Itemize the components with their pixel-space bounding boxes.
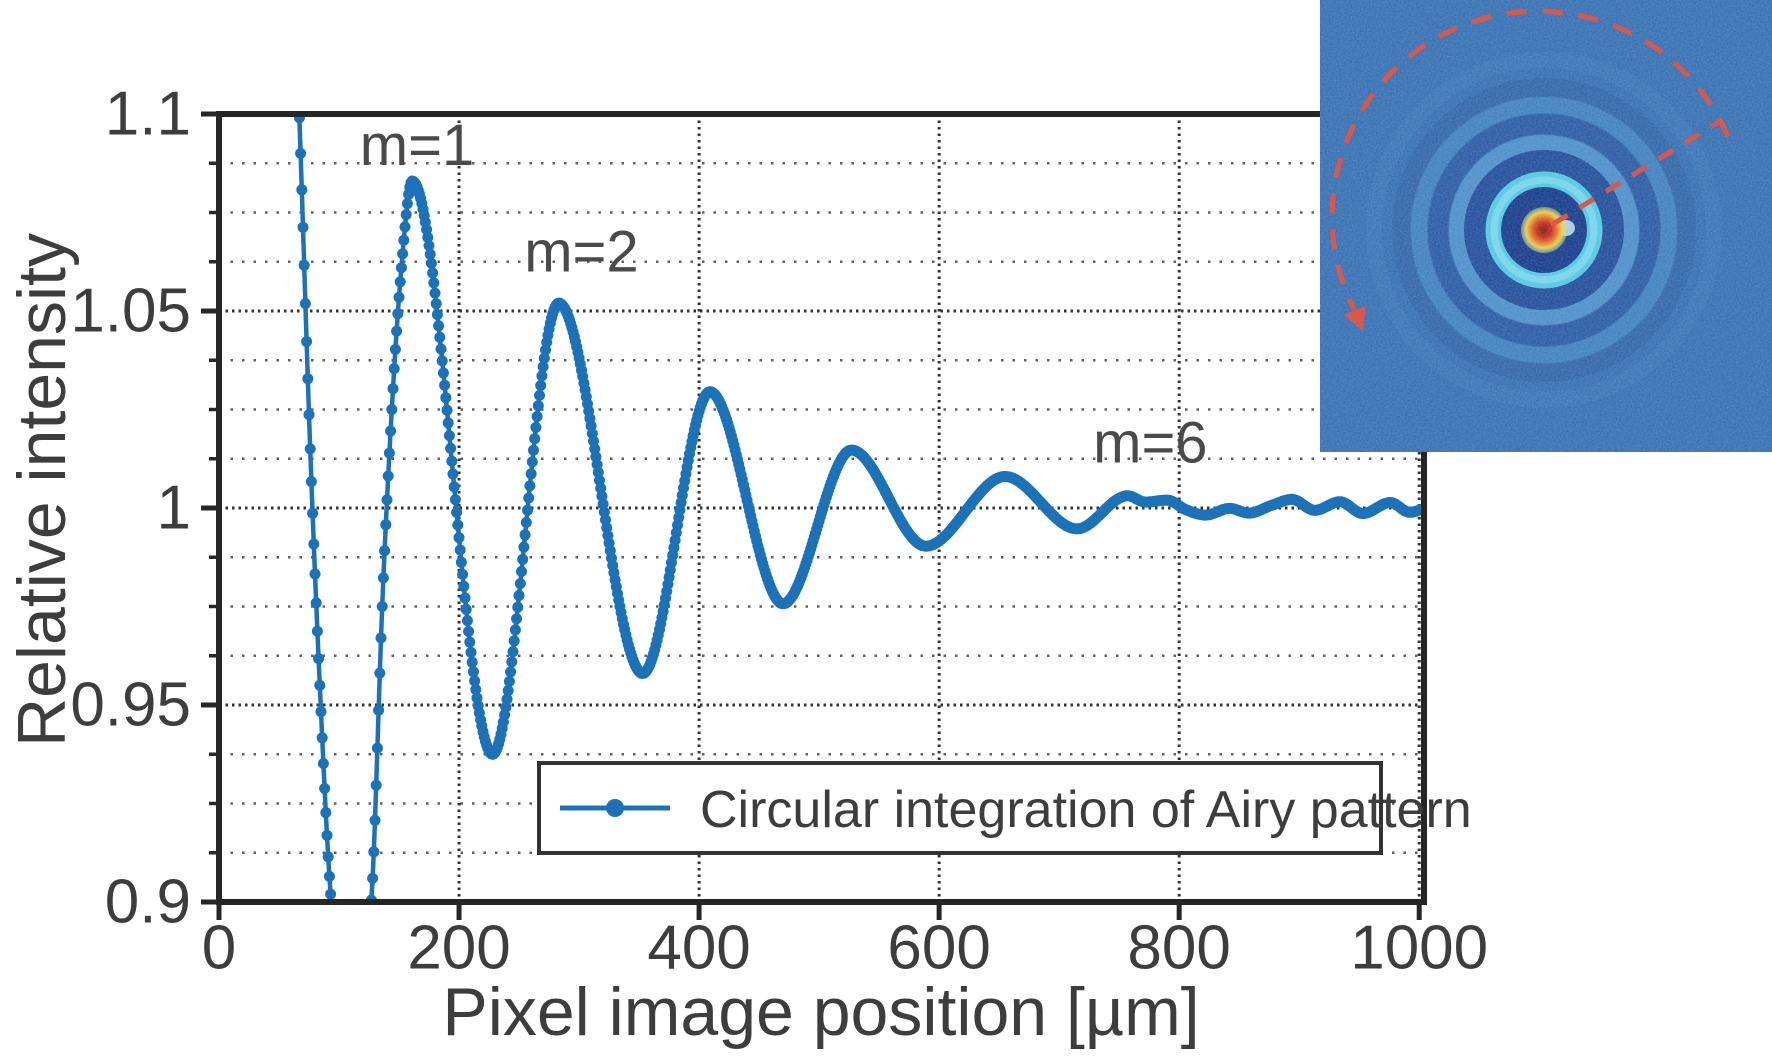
x-tick-label: 800 bbox=[1127, 914, 1230, 983]
y-tick-label: 1 bbox=[157, 474, 191, 543]
legend-label: Circular integration of Airy pattern bbox=[700, 781, 1472, 839]
arrow-radial-segment bbox=[1551, 119, 1721, 227]
x-tick-label: 400 bbox=[647, 914, 750, 983]
y-tick-label: 1.1 bbox=[105, 80, 191, 149]
y-tick-label: 0.9 bbox=[105, 868, 191, 937]
arrow-arc bbox=[1329, 8, 1730, 312]
legend-marker-dot bbox=[606, 799, 624, 817]
y-axis-label: Relative intensity bbox=[4, 233, 80, 747]
y-tick-label: 0.95 bbox=[70, 671, 191, 740]
inset-airy-pattern-image bbox=[1320, 0, 1772, 452]
peak-annotations: m=1 m=2 m=6 bbox=[360, 113, 1208, 475]
legend: Circular integration of Airy pattern bbox=[537, 761, 1472, 855]
x-tick-label: 1000 bbox=[1350, 914, 1488, 983]
y-tick-label: 1.05 bbox=[70, 277, 191, 346]
annotation-m-6: m=6 bbox=[1093, 410, 1207, 475]
annotation-m-1: m=1 bbox=[360, 113, 474, 178]
annotation-m-2: m=2 bbox=[524, 219, 638, 284]
x-tick-label: 600 bbox=[887, 914, 990, 983]
tick-labels: 0.9 0.95 1 1.05 1.1 0 200 400 600 800 1000 bbox=[70, 80, 1488, 983]
x-tick-label: 200 bbox=[407, 914, 510, 983]
integration-arrow bbox=[1329, 8, 1730, 331]
series-circular-integration bbox=[293, 114, 1424, 902]
axis-ticks bbox=[201, 111, 1422, 920]
x-tick-label: 0 bbox=[202, 914, 236, 983]
legend-box bbox=[537, 761, 1383, 855]
arrow-head bbox=[1344, 306, 1366, 331]
x-axis-label: Pixel image position [µm] bbox=[442, 974, 1199, 1050]
inset-noise-overlay bbox=[1320, 0, 1772, 452]
